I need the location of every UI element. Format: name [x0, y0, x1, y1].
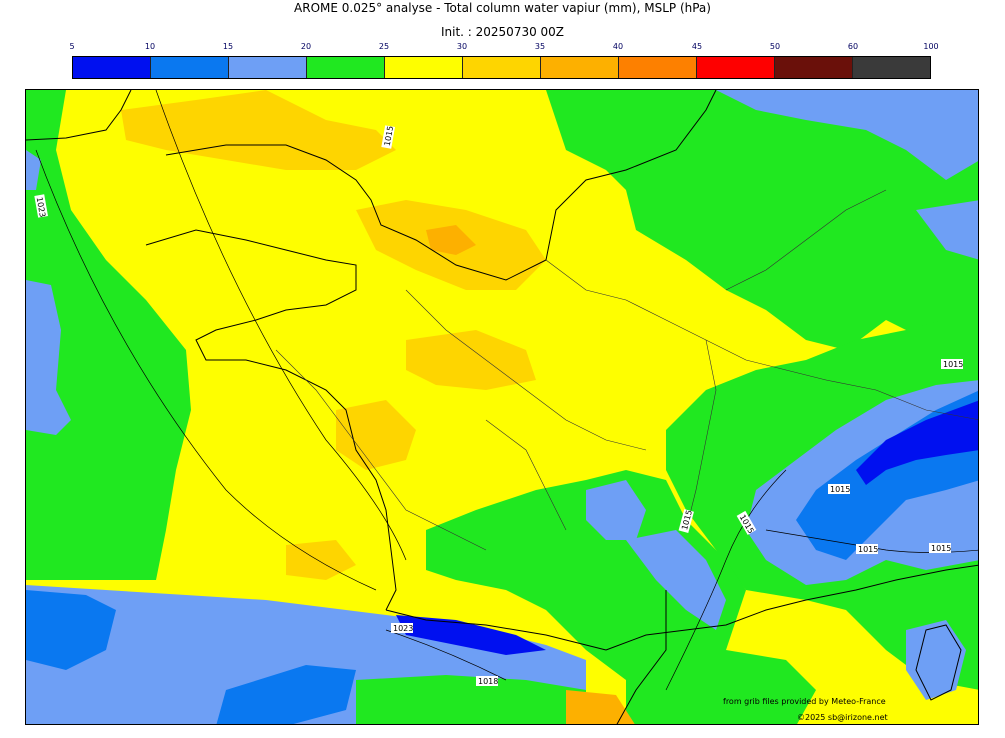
- colorbar-tick: 30: [456, 42, 468, 51]
- chart-title: AROME 0.025° analyse - Total column wate…: [294, 1, 711, 15]
- colorbar-segment: [541, 57, 619, 78]
- isobar-label: 1023: [393, 624, 413, 633]
- isobar-label: 1015: [383, 125, 395, 147]
- colorbar-tick: 15: [222, 42, 234, 51]
- colorbar-tick: 25: [378, 42, 390, 51]
- colorbar-tick: 10: [144, 42, 156, 51]
- field-deepblue-alps: [856, 400, 978, 485]
- field-gold-center: [406, 330, 536, 390]
- colorbar-segment: [151, 57, 229, 78]
- colorbar-segment: [853, 57, 930, 78]
- colorbar-segment: [697, 57, 775, 78]
- colorbar-tick: 60: [847, 42, 859, 51]
- field-green-med: [626, 590, 816, 724]
- colorbar-labels: 5 10 15 20 25 30 35 40 45 50 60 100: [0, 42, 1005, 54]
- field-green-ebro: [356, 675, 586, 724]
- colorbar: [72, 56, 931, 79]
- colorbar-tick: 50: [769, 42, 781, 51]
- field-gold-landes: [286, 540, 356, 580]
- field-blue-spain-west: [26, 590, 116, 670]
- map-panel: 1015 1023 1015 1015 1015 1015 1015 1015 …: [25, 89, 979, 725]
- field-orange-catalonia: [566, 690, 635, 724]
- field-lightblue-germany: [916, 200, 978, 260]
- colorbar-tick: 35: [534, 42, 546, 51]
- isobar-label: 1023: [35, 196, 47, 218]
- colorbar-segment: [775, 57, 853, 78]
- field-orange-paris: [426, 225, 476, 255]
- borders: [275, 189, 978, 551]
- isobar-label: 1015: [931, 544, 951, 553]
- field-blue-spain-interior: [216, 665, 356, 724]
- colorbar-tick: 45: [691, 42, 703, 51]
- colorbar-segment: [619, 57, 697, 78]
- colorbar-segment: [73, 57, 151, 78]
- field-green-northeast: [546, 90, 978, 350]
- colorbar-segment: [463, 57, 541, 78]
- field-lightblue-atlantic-north: [26, 150, 41, 190]
- colorbar-tick: 5: [69, 42, 75, 51]
- colorbar-segment: [307, 57, 385, 78]
- field-gold-west-coast: [336, 400, 416, 470]
- copyright-credit: ©2025 sb@irizone.net: [797, 713, 888, 722]
- init-time: Init. : 20250730 00Z: [440, 25, 565, 39]
- field-lightblue-massif: [586, 480, 646, 540]
- isobar-label: 1018: [478, 677, 498, 686]
- field-lightblue-rhone: [626, 530, 726, 630]
- map-canvas: 1015 1023 1015 1015 1015 1015 1015 1015 …: [26, 90, 978, 724]
- field-green-atlantic: [26, 90, 191, 580]
- colorbar-segment: [385, 57, 463, 78]
- colorbar-tick: 40: [612, 42, 624, 51]
- isobar-label: 1015: [830, 485, 850, 494]
- colorbar-tick: 20: [300, 42, 312, 51]
- isobar-label: 1015: [858, 545, 878, 554]
- field-gold-channel: [121, 90, 396, 170]
- coastlines: [26, 90, 978, 724]
- colorbar-tick: 100: [923, 42, 939, 51]
- source-credit: from grib files provided by Meteo-France: [723, 697, 886, 706]
- field-lightblue-northeast: [716, 90, 978, 180]
- field-lightblue-atlantic: [26, 280, 71, 435]
- field-deepblue-pyrenees: [396, 615, 546, 655]
- colorbar-segment: [229, 57, 307, 78]
- isobar-label: 1015: [943, 360, 963, 369]
